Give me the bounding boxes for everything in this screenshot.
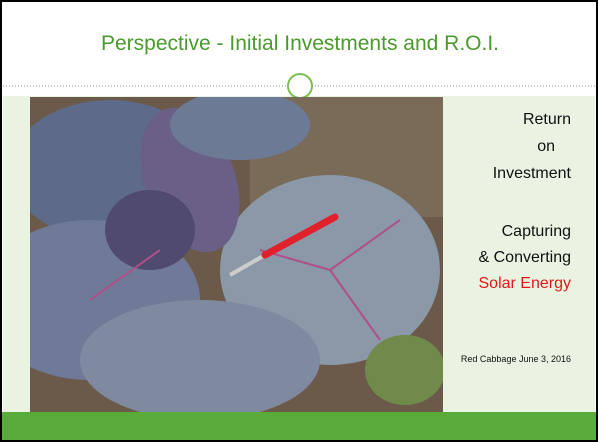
photo <box>0 90 445 420</box>
slide-title: Perspective - Initial Investments and R.… <box>101 32 499 55</box>
subheading-line: Capturing <box>502 223 571 240</box>
slide: Perspective - Initial Investments and R.… <box>0 0 598 442</box>
caption: Red Cabbage June 3, 2016 <box>461 354 571 364</box>
heading-line: on <box>537 138 555 155</box>
footer-bar <box>2 412 596 440</box>
highlight: Solar Energy <box>479 275 572 292</box>
heading-line: Return <box>523 111 571 128</box>
heading-line: Investment <box>493 165 572 182</box>
divider-ornament <box>288 74 312 98</box>
subheading-line: & Converting <box>479 249 572 266</box>
